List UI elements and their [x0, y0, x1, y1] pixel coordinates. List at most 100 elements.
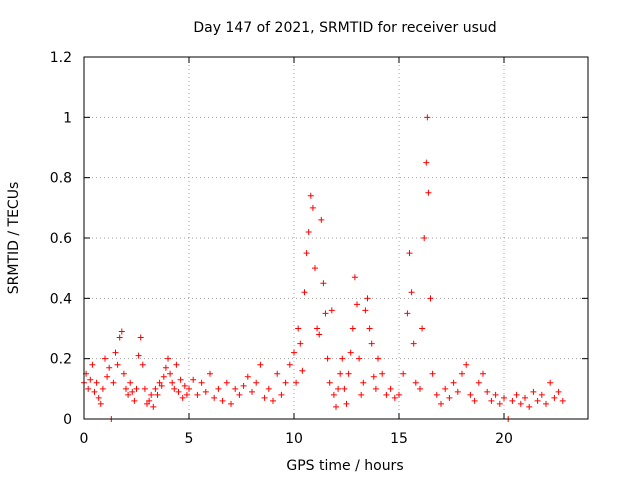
data-point [341, 385, 348, 392]
data-point [343, 400, 350, 407]
data-point [316, 331, 323, 338]
data-point [173, 361, 180, 368]
data-point [299, 367, 306, 374]
data-point [333, 403, 339, 410]
data-point [169, 379, 176, 386]
data-point [215, 385, 222, 392]
data-point [131, 397, 138, 404]
data-point [349, 325, 356, 332]
data-point [305, 228, 312, 235]
data-point [286, 361, 293, 368]
data-point [358, 391, 365, 398]
data-point [530, 388, 537, 395]
tick-labels: 0 5 10 15 20 0 0.2 0.4 0.6 0.8 1 1.2 [50, 50, 513, 447]
data-point [312, 265, 318, 272]
data-point [551, 394, 558, 401]
data-point [424, 114, 431, 121]
data-point [396, 391, 402, 398]
y-tick-label: 1.2 [50, 50, 72, 66]
data-point [471, 397, 478, 404]
data-point [543, 400, 549, 407]
x-axis-label: GPS time / hours [286, 458, 403, 474]
data-point [356, 355, 363, 362]
data-point [93, 379, 100, 386]
data-point [404, 310, 411, 317]
data-point [158, 382, 165, 389]
data-point [123, 385, 129, 392]
data-point [509, 397, 516, 404]
data-point [427, 295, 434, 302]
data-point [194, 391, 201, 398]
y-tick-label: 0 [63, 412, 72, 428]
data-point [97, 400, 104, 407]
data-point [538, 391, 545, 398]
data-point [137, 334, 144, 341]
data-point [513, 391, 520, 398]
data-point [480, 370, 486, 377]
data-point [135, 352, 142, 359]
data-point [141, 385, 148, 392]
data-point [459, 370, 465, 377]
data-point [463, 361, 470, 368]
data-point [303, 250, 310, 257]
x-tick-label: 15 [390, 431, 408, 447]
data-point [228, 400, 234, 407]
data-point [198, 379, 205, 386]
data-point [526, 403, 533, 410]
data-point [433, 391, 440, 398]
data-point [175, 388, 182, 395]
grid [84, 57, 588, 419]
data-point [446, 394, 453, 401]
data-point [152, 385, 159, 392]
data-point [322, 310, 329, 317]
data-point [383, 391, 390, 398]
x-tick-label: 20 [495, 431, 513, 447]
data-point [133, 385, 140, 392]
data-point [379, 370, 386, 377]
y-tick-label: 1 [63, 110, 72, 126]
data-point [99, 385, 106, 392]
data-point [202, 388, 209, 395]
data-point [190, 376, 197, 383]
data-point [104, 373, 111, 380]
data-point [410, 340, 417, 347]
data-point [328, 307, 335, 314]
data-point [278, 391, 285, 398]
data-point [87, 376, 94, 383]
data-point [345, 370, 352, 377]
data-point [372, 385, 379, 392]
data-point [244, 373, 251, 380]
data-point [360, 379, 367, 386]
data-point [387, 385, 394, 392]
data-point [116, 334, 123, 341]
y-tick-label: 0.4 [50, 291, 72, 307]
data-point [240, 382, 247, 389]
data-point [351, 274, 358, 281]
data-point [112, 349, 119, 356]
data-point [236, 391, 243, 398]
data-point [293, 379, 300, 386]
data-point [366, 325, 373, 332]
data-point [559, 397, 566, 404]
chart-title: Day 147 of 2021, SRMTID for receiver usu… [193, 20, 496, 36]
data-point [324, 355, 331, 362]
x-tick-label: 0 [80, 431, 89, 447]
data-point [148, 391, 155, 398]
data-point [85, 385, 92, 392]
data-point [347, 349, 354, 356]
data-point [181, 382, 188, 389]
data-point [517, 400, 524, 407]
data-point [114, 361, 121, 368]
data-point [400, 370, 407, 377]
data-point [488, 397, 495, 404]
data-point [106, 364, 113, 371]
data-point [309, 204, 316, 211]
data-point [270, 397, 276, 404]
data-point [442, 385, 449, 392]
x-tick-label: 5 [185, 431, 194, 447]
data-point [144, 400, 150, 407]
data-point [320, 280, 327, 287]
data-point [534, 397, 541, 404]
data-point [219, 397, 226, 404]
data-point [95, 394, 102, 401]
